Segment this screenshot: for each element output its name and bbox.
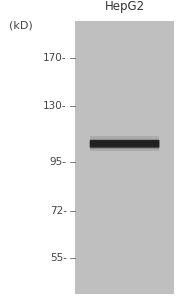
Bar	[90, 141, 159, 146]
Text: HepG2: HepG2	[105, 0, 145, 13]
Text: 55-: 55-	[50, 254, 67, 263]
Text: 72-: 72-	[50, 206, 67, 216]
Bar	[90, 139, 159, 148]
Text: 170-: 170-	[43, 53, 67, 63]
Bar	[76, 21, 174, 294]
Text: 95-: 95-	[50, 157, 67, 166]
FancyBboxPatch shape	[90, 140, 159, 148]
Text: 130-: 130-	[43, 101, 67, 111]
Text: (kD): (kD)	[9, 21, 33, 31]
Bar	[90, 136, 159, 151]
